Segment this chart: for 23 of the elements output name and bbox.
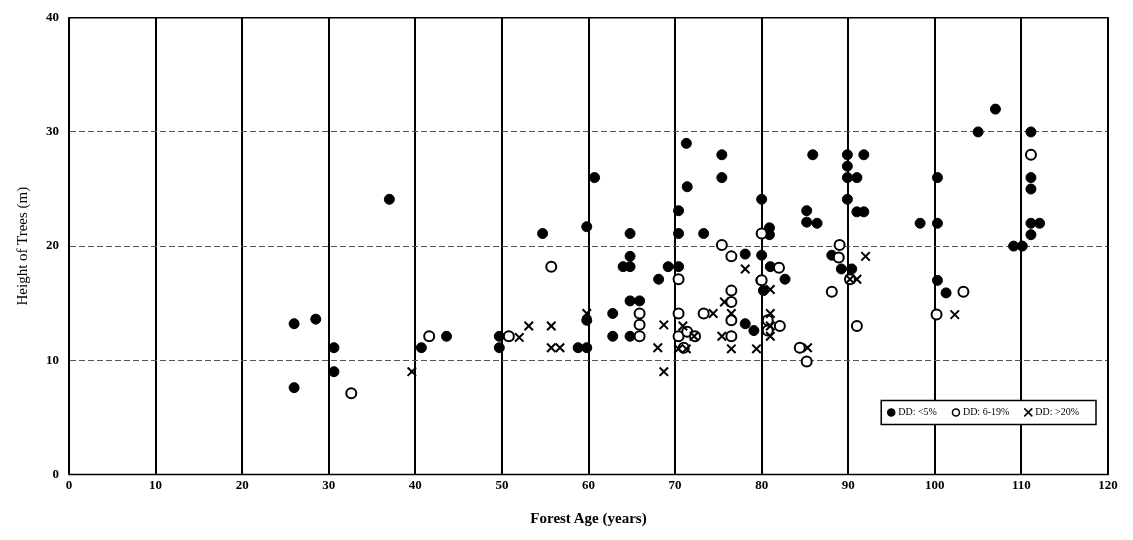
x-axis-title: Forest Age (years)	[530, 509, 647, 527]
x-tick-label: 50	[495, 476, 509, 492]
x-tick-label: 30	[322, 476, 336, 492]
x-tick-label: 20	[235, 476, 249, 492]
x-tick-label: 10	[149, 476, 163, 492]
legend-label: DD: 6-19%	[962, 406, 1010, 418]
y-tick-label: 20	[46, 237, 59, 253]
x-tick-label: 100	[925, 476, 945, 492]
legend-label: DD: <5%	[898, 406, 937, 418]
y-tick-label: 40	[46, 9, 59, 25]
x-tick-label: 60	[582, 476, 595, 492]
x-tick-label: 40	[408, 476, 422, 492]
x-tick-label: 120	[1098, 476, 1118, 492]
legend-label: DD: >20%	[1035, 406, 1080, 418]
x-tick-label: 110	[1012, 476, 1031, 492]
y-tick-label: 0	[52, 465, 59, 481]
y-tick-label: 30	[46, 123, 59, 139]
y-axis-title: Height of Trees (m)	[13, 186, 31, 306]
x-tick-label: 70	[668, 476, 682, 492]
x-tick-label: 80	[755, 476, 769, 492]
x-tick-label: 0	[65, 476, 73, 492]
y-tick-label: 10	[46, 351, 59, 367]
x-tick-label: 90	[841, 476, 855, 492]
